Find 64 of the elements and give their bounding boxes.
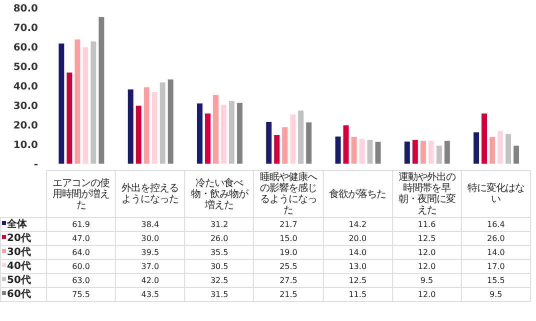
data-label: 15.0: [254, 232, 324, 246]
data-label: 42.0: [116, 274, 185, 288]
data-label: 61.9: [46, 218, 116, 232]
data-label: 31.2: [184, 218, 254, 232]
data-label: 12.5: [392, 232, 462, 246]
x-tick-label: 外出を控えるようになった: [116, 170, 185, 218]
y-tick-label: 20.0: [13, 120, 38, 132]
x-tick-label: 特に変化はない: [461, 170, 530, 218]
data-label: 39.5: [116, 246, 185, 260]
data-label: 26.0: [184, 232, 254, 246]
data-label: 14.0: [323, 246, 392, 260]
y-tick-label: 40.0: [13, 82, 38, 93]
data-label: 9.5: [392, 274, 462, 288]
legend-label: 全体: [0, 218, 46, 232]
y-tick-label: 60.0: [13, 42, 38, 54]
legend-label: 30代: [0, 246, 46, 260]
data-label: 64.0: [46, 246, 116, 260]
data-label: 30.0: [116, 232, 185, 246]
data-label: 60.0: [46, 260, 116, 274]
data-label: 15.5: [461, 274, 530, 288]
data-label: 21.7: [254, 218, 324, 232]
data-label: 35.5: [184, 246, 254, 260]
data-label: 14.0: [461, 246, 530, 260]
data-label: 12.0: [392, 260, 462, 274]
data-label: 16.4: [461, 218, 530, 232]
data-label: 12.5: [323, 274, 392, 288]
y-tick-label: 80.0: [13, 4, 38, 15]
data-label: 63.0: [46, 274, 116, 288]
x-tick-label: 食欲が落ちた: [323, 170, 392, 218]
data-label: 75.5: [46, 288, 116, 302]
data-label: 38.4: [116, 218, 185, 232]
y-tick-label: 30.0: [13, 101, 38, 112]
y-tick-label: -: [34, 160, 38, 171]
data-label: 43.5: [116, 288, 185, 302]
data-label: 20.0: [323, 232, 392, 246]
data-label: 11.5: [323, 288, 392, 302]
data-label: 17.0: [461, 260, 530, 274]
legend-label: 20代: [0, 232, 46, 246]
legend-label: 60代: [0, 288, 46, 302]
data-label: 26.0: [461, 232, 530, 246]
x-tick-label: 運動や外出の時間帯を早朝・夜間に変えた: [392, 170, 462, 218]
data-label: 27.5: [254, 274, 324, 288]
data-label: 32.5: [184, 274, 254, 288]
y-tick-label: 50.0: [13, 62, 38, 74]
y-tick-label: 70.0: [13, 23, 38, 34]
data-label: 9.5: [461, 288, 530, 302]
data-label: 19.0: [254, 246, 324, 260]
legend-label: 40代: [0, 260, 46, 274]
x-tick-label: 冷たい食べ物・飲み物が増えた: [184, 170, 254, 218]
data-label: 12.0: [392, 246, 462, 260]
legend-label: 50代: [0, 274, 46, 288]
data-label: 30.5: [184, 260, 254, 274]
data-label: 47.0: [46, 232, 116, 246]
data-label: 25.5: [254, 260, 324, 274]
data-label: 12.0: [392, 288, 462, 302]
data-label: 37.0: [116, 260, 185, 274]
data-label: 13.0: [323, 260, 392, 274]
y-tick-label: 10.0: [13, 140, 38, 152]
x-tick-label: エアコンの使用時間が増えた: [46, 170, 116, 218]
x-tick-label: 睡眠や健康への影響を感じるようになった: [254, 170, 324, 218]
data-label: 21.5: [254, 288, 324, 302]
data-label: 11.6: [392, 218, 462, 232]
data-label: 31.5: [184, 288, 254, 302]
data-label: 14.2: [323, 218, 392, 232]
